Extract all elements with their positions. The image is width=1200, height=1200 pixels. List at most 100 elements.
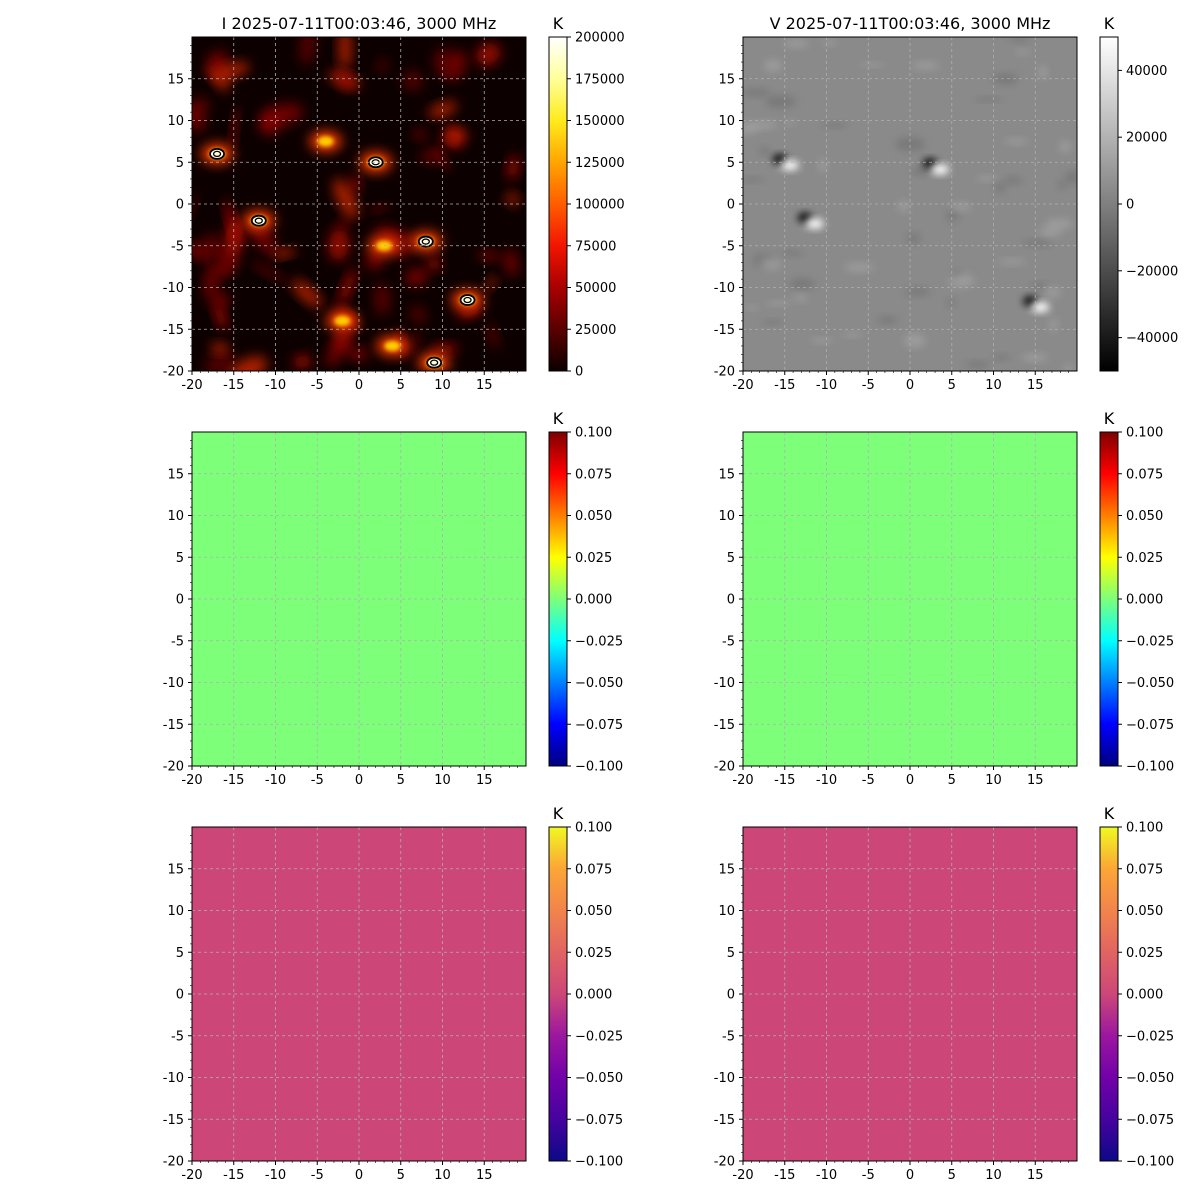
bright-source-core bbox=[384, 340, 401, 351]
colorbar-tick-label: 200000 bbox=[575, 31, 625, 46]
y-tick-label: 0 bbox=[176, 593, 184, 608]
emission-filament bbox=[478, 250, 500, 262]
polarization-texture bbox=[793, 294, 808, 302]
colorbar-unit-label: K bbox=[1104, 14, 1115, 33]
y-tick-label: -5 bbox=[171, 1029, 184, 1044]
emission-filament bbox=[346, 346, 368, 361]
x-tick-label: -20 bbox=[732, 1168, 753, 1183]
polarization-texture bbox=[965, 361, 990, 369]
colorbar-tick-label: 0.100 bbox=[1126, 426, 1163, 441]
plot-area bbox=[192, 827, 526, 1161]
polarization-texture bbox=[762, 319, 783, 325]
colorbar-tick-label: −0.100 bbox=[575, 1155, 623, 1170]
x-tick-label: 10 bbox=[985, 378, 1002, 393]
emission-filament bbox=[333, 178, 358, 219]
y-tick-label: -15 bbox=[163, 1113, 184, 1128]
y-tick-label: -5 bbox=[722, 239, 735, 254]
polarization-texture bbox=[821, 122, 848, 128]
polarization-texture bbox=[1057, 180, 1067, 190]
polarization-texture bbox=[765, 300, 792, 306]
emission-filament bbox=[204, 352, 234, 371]
bright-source-peak bbox=[251, 215, 266, 226]
emission-filament bbox=[486, 277, 497, 289]
y-tick-label: -20 bbox=[163, 365, 184, 380]
contour-inner bbox=[212, 150, 222, 158]
colorbar-tick-label: 0.000 bbox=[575, 988, 612, 1003]
colorbar-tick-label: 0.025 bbox=[575, 946, 612, 961]
colorbar-tick-label: 175000 bbox=[575, 72, 625, 87]
emission-filament bbox=[431, 343, 459, 354]
contour-outer bbox=[250, 214, 267, 227]
colorbar-unit-label: K bbox=[1104, 409, 1115, 428]
colorbar-tick-label: 0.000 bbox=[1126, 988, 1163, 1003]
bright-source-peak bbox=[427, 357, 442, 368]
y-tick-label: 10 bbox=[167, 509, 184, 524]
polarization-texture bbox=[743, 88, 771, 97]
bright-source-peak bbox=[368, 157, 383, 168]
polarization-texture bbox=[1015, 49, 1030, 55]
polarization-texture bbox=[992, 354, 1011, 361]
contour-outer bbox=[459, 294, 476, 306]
y-tick-label: -15 bbox=[714, 323, 735, 338]
bright-source-core bbox=[334, 315, 351, 326]
colorbar-tick-label: 0.075 bbox=[1126, 862, 1163, 877]
x-tick-label: 0 bbox=[355, 378, 363, 393]
colorbar-tick-label: −0.025 bbox=[575, 1029, 623, 1044]
polarization-texture bbox=[1021, 353, 1048, 362]
x-tick-label: 0 bbox=[906, 1168, 914, 1183]
x-tick-label: -20 bbox=[181, 773, 202, 788]
polarization-texture bbox=[1038, 65, 1047, 80]
x-tick-label: 0 bbox=[906, 773, 914, 788]
colorbar-tick-label: 0.100 bbox=[575, 821, 612, 836]
x-tick-label: -10 bbox=[816, 1168, 837, 1183]
x-tick-label: -15 bbox=[774, 773, 795, 788]
panel-plasma-4: -20 -15 -10 -5 0 5 10 15 -20 -15 -10 -5 0 5 10 15 K −0.10… bbox=[163, 804, 623, 1183]
polarization-texture bbox=[1009, 37, 1031, 43]
x-tick-label: -15 bbox=[223, 1168, 244, 1183]
colorbar-tick-label: 0.100 bbox=[575, 426, 612, 441]
polarization-texture bbox=[994, 182, 1007, 193]
emission-filament bbox=[222, 254, 237, 269]
y-tick-label: -10 bbox=[163, 676, 184, 691]
colorbar-tick-label: 0.100 bbox=[1126, 821, 1163, 836]
y-tick-label: 10 bbox=[718, 904, 735, 919]
x-tick-label: 15 bbox=[1027, 1168, 1044, 1183]
colorbar-tick-label: −0.025 bbox=[1126, 634, 1174, 649]
emission-filament bbox=[365, 251, 384, 270]
positive-lobe bbox=[931, 164, 950, 175]
colorbar-tick-label: 0.025 bbox=[1126, 946, 1163, 961]
x-tick-label: -5 bbox=[311, 1168, 324, 1183]
colorbar-tick-label: −0.050 bbox=[575, 676, 623, 691]
y-tick-label: 5 bbox=[176, 551, 184, 566]
emission-filament bbox=[299, 37, 317, 66]
emission-filament bbox=[350, 175, 361, 192]
polarization-texture bbox=[904, 287, 931, 296]
y-tick-label: -10 bbox=[714, 281, 735, 296]
colorbar-tick-label: 50000 bbox=[575, 281, 616, 296]
colorbar-tick-label: −0.075 bbox=[575, 718, 623, 733]
panel-hot-0: -20 -15 -10 -5 0 5 10 15 -20 -15 -10 -5 0 5 10 15 I 2025… bbox=[163, 14, 625, 393]
negative-lobe bbox=[1023, 296, 1038, 307]
x-tick-label: 10 bbox=[985, 773, 1002, 788]
y-tick-label: 15 bbox=[167, 467, 184, 482]
x-tick-label: 15 bbox=[476, 378, 493, 393]
polarization-texture bbox=[750, 121, 778, 130]
emission-filament bbox=[402, 70, 423, 91]
x-tick-label: 15 bbox=[1027, 378, 1044, 393]
y-tick-label: 0 bbox=[176, 198, 184, 213]
colorbar-tick-label: −20000 bbox=[1126, 264, 1178, 279]
polarization-texture bbox=[823, 39, 837, 46]
colorbar-tick-label: −0.075 bbox=[575, 1113, 623, 1128]
colorbar-tick-label: 0.000 bbox=[575, 593, 612, 608]
polarization-texture bbox=[911, 167, 934, 176]
x-tick-label: -5 bbox=[862, 378, 875, 393]
x-tick-label: -5 bbox=[311, 773, 324, 788]
polarization-texture bbox=[1030, 282, 1048, 291]
colorbar-tick-label: 0.050 bbox=[575, 509, 612, 524]
y-tick-label: -10 bbox=[163, 1071, 184, 1086]
emission-filament bbox=[338, 268, 356, 306]
emission-filament bbox=[370, 204, 389, 213]
polarization-texture bbox=[764, 59, 782, 72]
y-tick-label: 0 bbox=[727, 988, 735, 1003]
colorbar-tick-label: 0.050 bbox=[1126, 509, 1163, 524]
